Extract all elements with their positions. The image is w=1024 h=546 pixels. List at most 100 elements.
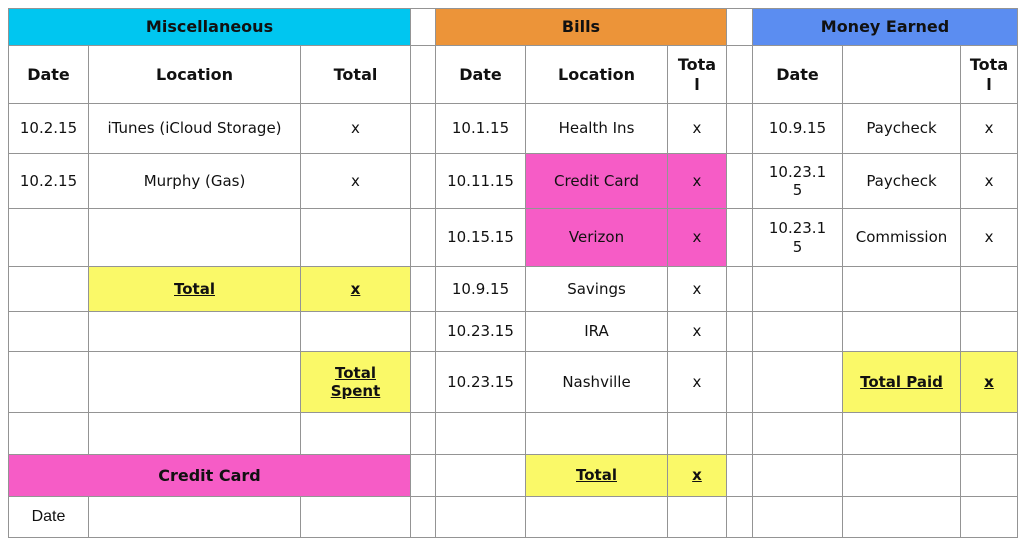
empty-cell[interactable] — [88, 351, 301, 413]
bills-total-cell[interactable]: x — [667, 103, 727, 154]
earned-date-cell[interactable]: 10.9.15 — [752, 103, 843, 154]
spacer-cell — [726, 8, 753, 46]
empty-cell[interactable] — [842, 454, 961, 497]
empty-cell[interactable] — [88, 496, 301, 538]
empty-cell[interactable] — [435, 412, 526, 455]
empty-cell[interactable] — [8, 351, 89, 413]
empty-cell[interactable] — [842, 496, 961, 538]
earned-date-cell[interactable]: 10.23.15 — [752, 153, 843, 209]
empty-cell[interactable] — [752, 266, 843, 312]
empty-cell[interactable] — [752, 454, 843, 497]
misc-location-header[interactable]: Location — [88, 45, 301, 104]
misc-total-cell[interactable]: x — [300, 153, 411, 209]
empty-cell[interactable] — [8, 208, 89, 267]
earned-total-header[interactable]: Total — [959, 45, 1019, 104]
empty-cell[interactable] — [959, 266, 1019, 312]
bills-date-cell[interactable]: 10.23.15 — [435, 351, 526, 413]
misc-date-cell[interactable]: 10.2.15 — [8, 153, 89, 209]
earned-description-cell[interactable]: Commission — [842, 208, 961, 267]
bills-total-cell-highlighted[interactable]: x — [667, 153, 727, 209]
empty-cell[interactable] — [752, 496, 843, 538]
spacer-cell — [410, 412, 436, 455]
spacer-cell — [726, 103, 753, 154]
empty-cell[interactable] — [8, 266, 89, 312]
bills-location-cell[interactable]: Health Ins — [525, 103, 668, 154]
bills-date-cell[interactable]: 10.15.15 — [435, 208, 526, 267]
empty-cell[interactable] — [88, 208, 301, 267]
bills-total-header[interactable]: Total — [667, 45, 727, 104]
empty-cell[interactable] — [959, 311, 1019, 352]
bills-location-cell[interactable]: IRA — [525, 311, 668, 352]
misc-location-cell[interactable]: Murphy (Gas) — [88, 153, 301, 209]
bills-total-cell-highlighted[interactable]: x — [667, 208, 727, 267]
bills-total-value-cell[interactable]: x — [667, 454, 727, 497]
misc-total-spent-cell[interactable]: Total Spent — [300, 351, 411, 413]
earned-description-header[interactable] — [842, 45, 961, 104]
spacer-cell — [726, 454, 753, 497]
bills-date-header[interactable]: Date — [435, 45, 526, 104]
misc-total-label-cell[interactable]: Total — [88, 266, 301, 312]
empty-cell[interactable] — [959, 412, 1019, 455]
empty-cell[interactable] — [842, 311, 961, 352]
empty-cell[interactable] — [752, 311, 843, 352]
bills-total-cell[interactable]: x — [667, 351, 727, 413]
earned-total-cell[interactable]: x — [959, 208, 1019, 267]
spacer-cell — [410, 103, 436, 154]
earned-total-paid-label-cell[interactable]: Total Paid — [842, 351, 961, 413]
bills-date-cell[interactable]: 10.11.15 — [435, 153, 526, 209]
bills-location-cell-highlighted[interactable]: Credit Card — [525, 153, 668, 209]
spacer-cell — [726, 45, 753, 104]
credit-card-date-header[interactable]: Date — [8, 496, 89, 538]
misc-location-cell[interactable]: iTunes (iCloud Storage) — [88, 103, 301, 154]
empty-cell[interactable] — [667, 412, 727, 455]
empty-cell[interactable] — [842, 412, 961, 455]
earned-date-header[interactable]: Date — [752, 45, 843, 104]
bills-location-cell[interactable]: Nashville — [525, 351, 668, 413]
empty-cell[interactable] — [8, 412, 89, 455]
bills-date-cell[interactable]: 10.1.15 — [435, 103, 526, 154]
bills-section-header[interactable]: Bills — [435, 8, 727, 46]
spacer-cell — [410, 351, 436, 413]
bills-total-cell[interactable]: x — [667, 311, 727, 352]
empty-cell[interactable] — [752, 412, 843, 455]
bills-location-cell[interactable]: Savings — [525, 266, 668, 312]
earned-date-cell[interactable]: 10.23.15 — [752, 208, 843, 267]
empty-cell[interactable] — [88, 412, 301, 455]
spacer-cell — [726, 412, 753, 455]
misc-total-header[interactable]: Total — [300, 45, 411, 104]
empty-cell[interactable] — [8, 311, 89, 352]
earned-description-cell[interactable]: Paycheck — [842, 153, 961, 209]
spacer-cell — [726, 208, 753, 267]
empty-cell[interactable] — [300, 208, 411, 267]
bills-date-cell[interactable]: 10.9.15 — [435, 266, 526, 312]
empty-cell[interactable] — [667, 496, 727, 538]
bills-total-cell[interactable]: x — [667, 266, 727, 312]
empty-cell[interactable] — [525, 496, 668, 538]
misc-total-value-cell[interactable]: x — [300, 266, 411, 312]
misc-section-header[interactable]: Miscellaneous — [8, 8, 411, 46]
misc-date-header[interactable]: Date — [8, 45, 89, 104]
empty-cell[interactable] — [842, 266, 961, 312]
empty-cell[interactable] — [752, 351, 843, 413]
empty-cell[interactable] — [435, 454, 526, 497]
bills-total-label-cell[interactable]: Total — [525, 454, 668, 497]
bills-date-cell[interactable]: 10.23.15 — [435, 311, 526, 352]
money-earned-section-header[interactable]: Money Earned — [751, 8, 1019, 46]
empty-cell[interactable] — [300, 496, 411, 538]
earned-total-paid-value-cell[interactable]: x — [959, 351, 1019, 413]
earned-total-cell[interactable]: x — [959, 103, 1019, 154]
empty-cell[interactable] — [300, 311, 411, 352]
misc-total-cell[interactable]: x — [300, 103, 411, 154]
credit-card-section-header[interactable]: Credit Card — [8, 454, 411, 497]
empty-cell[interactable] — [88, 311, 301, 352]
earned-description-cell[interactable]: Paycheck — [842, 103, 961, 154]
earned-total-cell[interactable]: x — [959, 153, 1019, 209]
bills-location-header[interactable]: Location — [525, 45, 668, 104]
empty-cell[interactable] — [435, 496, 526, 538]
empty-cell[interactable] — [959, 454, 1019, 497]
misc-date-cell[interactable]: 10.2.15 — [8, 103, 89, 154]
empty-cell[interactable] — [525, 412, 668, 455]
empty-cell[interactable] — [300, 412, 411, 455]
empty-cell[interactable] — [959, 496, 1019, 538]
bills-location-cell-highlighted[interactable]: Verizon — [525, 208, 668, 267]
